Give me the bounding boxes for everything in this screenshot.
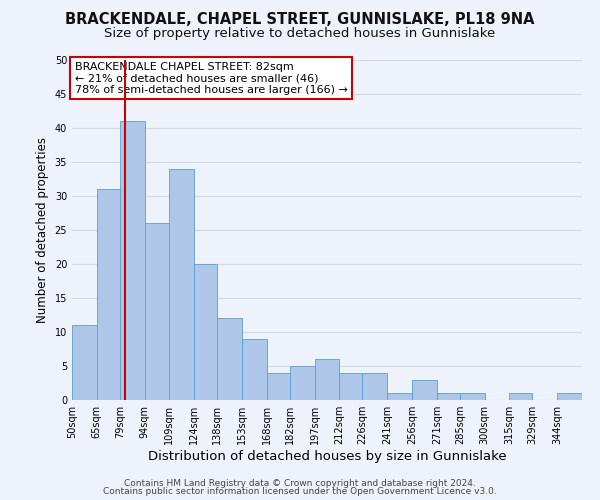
Bar — [145, 223, 169, 400]
Bar — [412, 380, 437, 400]
Bar — [97, 189, 120, 400]
Y-axis label: Number of detached properties: Number of detached properties — [36, 137, 49, 323]
Bar — [169, 169, 194, 400]
Bar — [120, 121, 145, 400]
Bar — [290, 366, 314, 400]
Bar — [460, 393, 485, 400]
Bar — [72, 325, 97, 400]
Bar — [362, 373, 387, 400]
Bar — [340, 373, 362, 400]
Text: Contains HM Land Registry data © Crown copyright and database right 2024.: Contains HM Land Registry data © Crown c… — [124, 478, 476, 488]
Bar — [437, 393, 460, 400]
Text: Contains public sector information licensed under the Open Government Licence v3: Contains public sector information licen… — [103, 487, 497, 496]
Text: Size of property relative to detached houses in Gunnislake: Size of property relative to detached ho… — [104, 28, 496, 40]
Bar — [217, 318, 242, 400]
Bar — [242, 339, 267, 400]
Bar — [267, 373, 290, 400]
X-axis label: Distribution of detached houses by size in Gunnislake: Distribution of detached houses by size … — [148, 450, 506, 463]
Bar — [509, 393, 532, 400]
Text: BRACKENDALE CHAPEL STREET: 82sqm
← 21% of detached houses are smaller (46)
78% o: BRACKENDALE CHAPEL STREET: 82sqm ← 21% o… — [74, 62, 347, 95]
Bar — [314, 359, 340, 400]
Bar — [387, 393, 412, 400]
Bar — [557, 393, 582, 400]
Text: BRACKENDALE, CHAPEL STREET, GUNNISLAKE, PL18 9NA: BRACKENDALE, CHAPEL STREET, GUNNISLAKE, … — [65, 12, 535, 28]
Bar — [194, 264, 217, 400]
